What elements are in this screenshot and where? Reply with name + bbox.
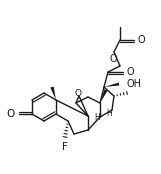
- Polygon shape: [50, 86, 56, 100]
- Text: F: F: [62, 142, 68, 152]
- Text: O: O: [127, 67, 135, 77]
- Text: H: H: [106, 109, 112, 118]
- Text: O: O: [138, 35, 146, 45]
- Text: O: O: [7, 109, 15, 119]
- Text: H: H: [94, 113, 100, 122]
- Text: O: O: [75, 89, 81, 98]
- Text: OH: OH: [127, 79, 142, 89]
- Polygon shape: [104, 82, 119, 87]
- Polygon shape: [100, 89, 108, 103]
- Text: O: O: [109, 54, 117, 64]
